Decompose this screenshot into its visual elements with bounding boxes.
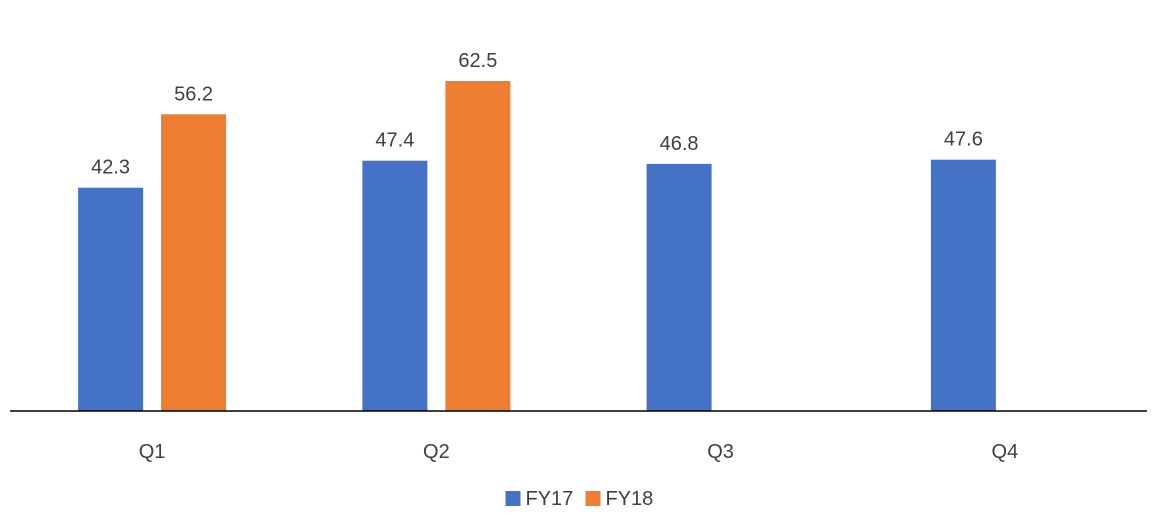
data-label-fy18-q2: 62.5 bbox=[458, 50, 497, 72]
x-tick-label-q1: Q1 bbox=[139, 441, 166, 463]
data-label-fy17-q2: 47.4 bbox=[375, 130, 414, 152]
x-tick-label-q3: Q3 bbox=[707, 441, 734, 463]
bars-group bbox=[78, 81, 996, 412]
legend-swatch-fy18 bbox=[585, 491, 601, 506]
legend: FY17 FY18 bbox=[505, 488, 654, 510]
legend-label-fy18: FY18 bbox=[606, 488, 654, 510]
bar-fy18-q1 bbox=[161, 114, 227, 412]
data-label-fy17-q4: 47.6 bbox=[944, 129, 983, 151]
data-labels-group: 42.3 56.2 47.4 62.5 46.8 47.6 bbox=[91, 50, 983, 179]
bar-fy17-q1 bbox=[78, 187, 144, 411]
bar-fy17-q4 bbox=[930, 159, 996, 411]
data-label-fy17-q3: 46.8 bbox=[660, 133, 699, 155]
bar-fy18-q2 bbox=[445, 81, 511, 411]
data-label-fy17-q1: 42.3 bbox=[91, 157, 130, 179]
legend-swatch-fy17 bbox=[505, 491, 521, 506]
bar-fy17-q2 bbox=[362, 160, 428, 411]
data-label-fy18-q1: 56.2 bbox=[174, 83, 213, 105]
legend-label-fy17: FY17 bbox=[526, 488, 574, 510]
bar-fy17-q3 bbox=[646, 163, 712, 411]
x-tick-labels-group: Q1 Q2 Q3 Q4 bbox=[139, 441, 1018, 463]
x-tick-label-q4: Q4 bbox=[992, 441, 1019, 463]
x-tick-label-q2: Q2 bbox=[423, 441, 450, 463]
